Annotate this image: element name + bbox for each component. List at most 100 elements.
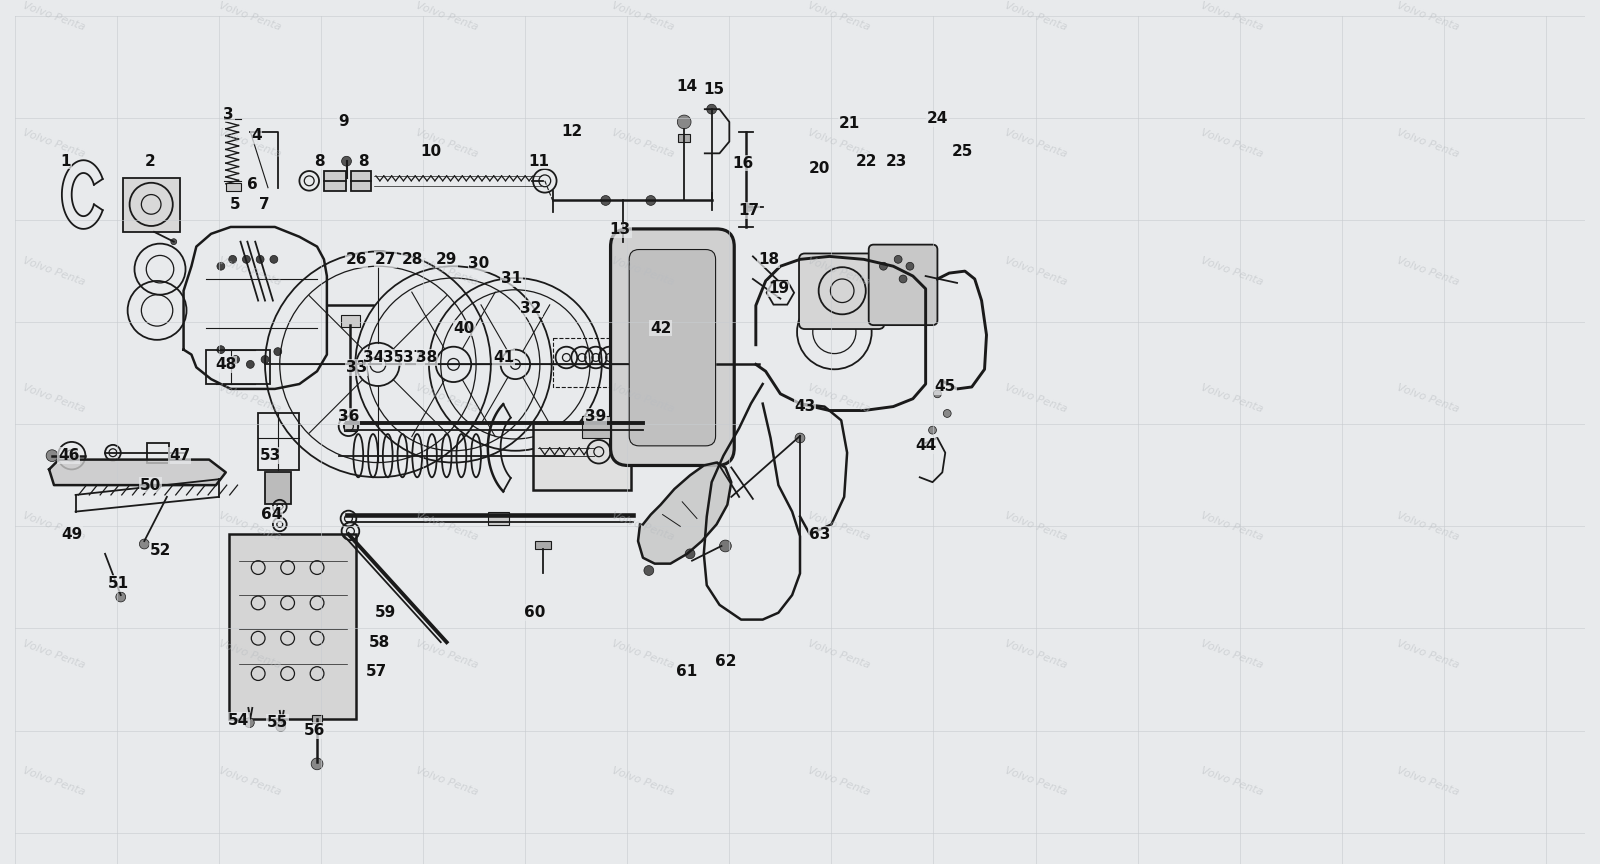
- Circle shape: [600, 195, 611, 206]
- Bar: [229, 534, 357, 719]
- Text: Volvo Penta: Volvo Penta: [218, 0, 283, 32]
- Circle shape: [270, 256, 278, 264]
- Text: 14: 14: [677, 79, 698, 94]
- Text: 30: 30: [469, 256, 490, 270]
- Circle shape: [899, 275, 907, 283]
- Circle shape: [261, 356, 269, 364]
- Text: 62: 62: [715, 654, 736, 670]
- Text: 12: 12: [562, 124, 582, 139]
- Text: Volvo Penta: Volvo Penta: [806, 511, 872, 543]
- Text: 36: 36: [338, 409, 358, 424]
- Text: Volvo Penta: Volvo Penta: [1200, 0, 1264, 32]
- Text: 38: 38: [416, 350, 438, 365]
- Circle shape: [243, 256, 250, 264]
- Text: 1: 1: [61, 154, 70, 168]
- Circle shape: [218, 346, 224, 353]
- Text: 7: 7: [259, 197, 269, 212]
- Text: Volvo Penta: Volvo Penta: [218, 383, 283, 415]
- Text: Volvo Penta: Volvo Penta: [611, 511, 675, 543]
- Text: 39: 39: [586, 409, 606, 424]
- Text: 8: 8: [358, 154, 368, 168]
- Circle shape: [928, 426, 936, 434]
- Circle shape: [232, 356, 240, 364]
- Text: 11: 11: [528, 154, 549, 168]
- Circle shape: [246, 360, 254, 368]
- Text: 25: 25: [952, 144, 973, 159]
- Polygon shape: [50, 460, 226, 485]
- Text: 47: 47: [170, 448, 190, 463]
- Circle shape: [46, 450, 58, 461]
- Circle shape: [310, 758, 323, 770]
- Text: Volvo Penta: Volvo Penta: [218, 638, 283, 670]
- Text: Volvo Penta: Volvo Penta: [611, 638, 675, 670]
- Text: Volvo Penta: Volvo Penta: [1200, 766, 1264, 797]
- Text: 37: 37: [403, 350, 424, 365]
- FancyBboxPatch shape: [798, 253, 885, 329]
- Text: 49: 49: [61, 527, 82, 542]
- Text: 43: 43: [794, 399, 816, 414]
- Bar: [341, 315, 360, 327]
- Text: 29: 29: [435, 251, 458, 267]
- Text: 8: 8: [314, 154, 325, 168]
- Text: 48: 48: [214, 357, 237, 372]
- Text: 31: 31: [501, 271, 522, 287]
- Text: 53: 53: [259, 448, 280, 463]
- Text: Volvo Penta: Volvo Penta: [806, 0, 872, 32]
- FancyBboxPatch shape: [611, 229, 734, 466]
- Text: Volvo Penta: Volvo Penta: [21, 638, 86, 670]
- Text: Volvo Penta: Volvo Penta: [611, 383, 675, 415]
- Circle shape: [256, 256, 264, 264]
- Text: Volvo Penta: Volvo Penta: [1003, 0, 1069, 32]
- Text: Volvo Penta: Volvo Penta: [1200, 383, 1264, 415]
- Text: Volvo Penta: Volvo Penta: [1200, 511, 1264, 543]
- Text: Volvo Penta: Volvo Penta: [21, 0, 86, 32]
- Bar: [266, 473, 291, 504]
- Text: 9: 9: [338, 114, 349, 130]
- Bar: [352, 171, 371, 191]
- Text: 2: 2: [146, 154, 155, 168]
- Text: Volvo Penta: Volvo Penta: [1003, 638, 1069, 670]
- Text: Volvo Penta: Volvo Penta: [1003, 383, 1069, 415]
- Text: Volvo Penta: Volvo Penta: [1200, 255, 1264, 287]
- Text: Volvo Penta: Volvo Penta: [611, 0, 675, 32]
- Text: Volvo Penta: Volvo Penta: [806, 128, 872, 160]
- Text: Volvo Penta: Volvo Penta: [1200, 128, 1264, 160]
- Bar: [534, 541, 550, 549]
- Circle shape: [218, 263, 224, 270]
- Text: Volvo Penta: Volvo Penta: [1003, 511, 1069, 543]
- Bar: [552, 338, 624, 387]
- Text: 15: 15: [702, 82, 725, 97]
- Text: 56: 56: [304, 723, 325, 738]
- Text: 27: 27: [374, 251, 397, 267]
- Text: Volvo Penta: Volvo Penta: [1395, 638, 1461, 670]
- Text: Volvo Penta: Volvo Penta: [21, 383, 86, 415]
- Bar: [678, 134, 690, 142]
- FancyBboxPatch shape: [629, 250, 715, 446]
- Text: 51: 51: [109, 575, 130, 591]
- Text: Volvo Penta: Volvo Penta: [414, 0, 478, 32]
- Circle shape: [894, 256, 902, 264]
- Circle shape: [944, 410, 950, 417]
- Text: Volvo Penta: Volvo Penta: [806, 383, 872, 415]
- Text: 58: 58: [370, 635, 390, 650]
- Text: 4: 4: [251, 128, 261, 143]
- Text: 17: 17: [738, 203, 760, 218]
- Text: 59: 59: [374, 605, 397, 620]
- Text: 45: 45: [934, 379, 955, 395]
- Text: 26: 26: [346, 251, 366, 267]
- Text: 57: 57: [365, 664, 387, 679]
- Circle shape: [342, 156, 352, 166]
- Text: Volvo Penta: Volvo Penta: [806, 255, 872, 287]
- Text: 34: 34: [363, 350, 384, 365]
- Text: 32: 32: [520, 301, 542, 316]
- Bar: [323, 171, 346, 191]
- Circle shape: [906, 263, 914, 270]
- Circle shape: [643, 566, 654, 575]
- Circle shape: [229, 256, 237, 264]
- Text: Volvo Penta: Volvo Penta: [1395, 766, 1461, 797]
- Text: 42: 42: [650, 321, 672, 335]
- Circle shape: [795, 433, 805, 443]
- Circle shape: [685, 549, 694, 559]
- Text: Volvo Penta: Volvo Penta: [1395, 255, 1461, 287]
- Circle shape: [746, 203, 754, 212]
